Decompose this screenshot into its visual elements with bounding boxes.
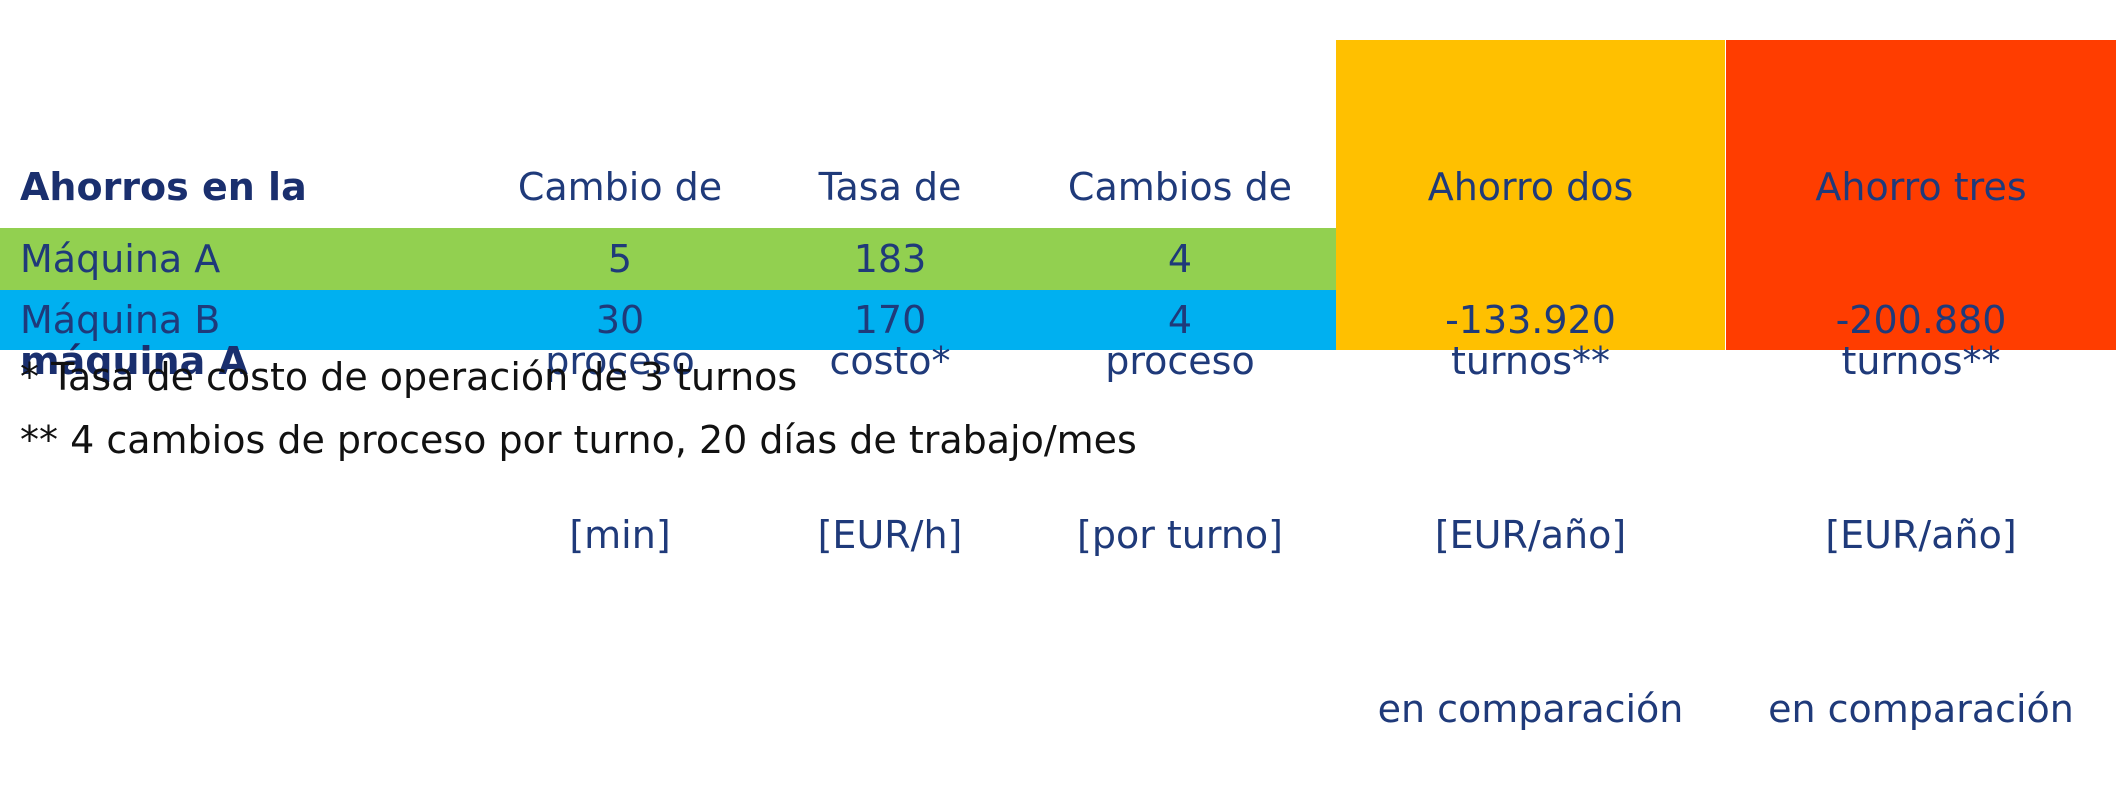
footnote-changeovers: ** 4 cambios de proceso por turno, 20 dí… [20, 418, 1137, 462]
two-shift-savings-column [1336, 40, 1725, 350]
row-changeover-time: 30 [595, 298, 645, 342]
row-machine-b-bg [0, 290, 1336, 350]
header-three-shift-savings: Ahorro tres turnos** [EUR/año] en compar… [1726, 42, 2116, 796]
title-line-1: Ahorros en la [20, 165, 307, 209]
three-shift-savings-value: -200.880 [1835, 298, 2007, 342]
header-line: proceso [1105, 339, 1255, 383]
header-line: en comparación [1768, 687, 2074, 731]
header-line: [por turno] [1077, 513, 1283, 557]
row-changeovers: 4 [1167, 237, 1193, 281]
header-line: [EUR/año] [1825, 513, 2017, 557]
header-line: Ahorro dos [1427, 165, 1634, 209]
header-line: Ahorro tres [1815, 165, 2027, 209]
header-line: [EUR/h] [817, 513, 963, 557]
header-line: proceso [545, 339, 695, 383]
header-line: Tasa de [818, 165, 962, 209]
header-line: Cambio de [517, 165, 723, 209]
header-line: turnos** [1841, 339, 2001, 383]
header-line: costo* [829, 339, 951, 383]
row-label: Máquina A [20, 237, 221, 281]
row-cost-rate: 183 [853, 237, 927, 281]
row-cost-rate: 170 [853, 298, 927, 342]
header-line: [min] [569, 513, 671, 557]
two-shift-savings-value: -133.920 [1445, 298, 1616, 342]
title-line-2: máquina A [20, 339, 248, 383]
row-changeovers: 4 [1167, 298, 1193, 342]
header-line: en comparación [1377, 687, 1684, 731]
header-line: turnos** [1450, 339, 1611, 383]
header-two-shift-savings: Ahorro dos turnos** [EUR/año] en compara… [1336, 42, 1725, 796]
footnote-cost-rate: * Tasa de costo de operación de 3 turnos [20, 355, 798, 399]
row-changeover-time: 5 [607, 237, 633, 281]
table-title: Ahorros en la máquina A [20, 42, 460, 448]
header-line: [EUR/año] [1434, 513, 1627, 557]
header-line: Cambios de [1067, 165, 1293, 209]
three-shift-savings-column [1726, 40, 2116, 350]
row-label: Máquina B [20, 298, 221, 342]
row-machine-a-bg [0, 228, 1336, 290]
